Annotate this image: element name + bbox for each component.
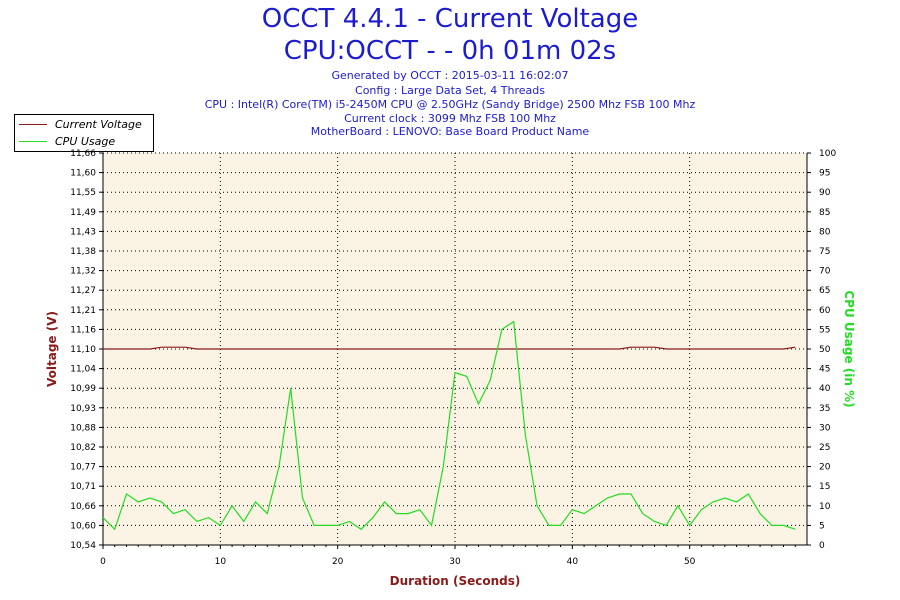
right-tick-label: 30	[819, 423, 831, 433]
left-tick-label: 11,10	[70, 345, 96, 355]
right-tick-label: 50	[819, 345, 831, 355]
chart-title: OCCT 4.4.1 - Current Voltage	[261, 4, 639, 34]
left-tick-label: 11,43	[70, 227, 96, 237]
info-generated: Generated by OCCT : 2015-03-11 16:02:07	[331, 69, 569, 82]
series-line-cpu	[102, 320, 796, 531]
left-tick-label: 10,82	[70, 443, 96, 453]
left-tick-label: 10,77	[70, 463, 96, 473]
left-tick-label: 10,88	[70, 423, 96, 433]
legend-swatch-cpu	[19, 140, 47, 142]
y-axis-label-right: CPU Usage (in %)	[842, 290, 856, 407]
right-tick-label: 35	[819, 404, 830, 414]
left-tick-label: 10,71	[70, 482, 96, 492]
right-axis: 0 5 10 15 20 25 30 35 40 45 50 55 60 65 70 75 80 85 90 95 10…	[806, 149, 836, 551]
x-tick-label: 20	[332, 557, 344, 567]
legend: Current Voltage CPU Usage	[14, 114, 154, 152]
info-motherboard: MotherBoard : LENOVO: Base Board Product…	[310, 125, 590, 138]
legend-label-cpu: CPU Usage	[55, 134, 116, 148]
x-tick-label: 50	[684, 557, 696, 567]
left-tick-label: 11,32	[70, 267, 96, 277]
right-tick-label: 45	[819, 365, 830, 375]
x-tick-label: 30	[449, 557, 461, 567]
left-tick-label: 11,21	[70, 306, 96, 316]
chart-subtitle: CPU:OCCT - - 0h 01m 02s	[283, 36, 617, 66]
right-tick-label: 10	[819, 502, 831, 512]
left-tick-label: 10,99	[70, 384, 96, 394]
right-tick-label: 100	[819, 149, 836, 159]
x-tick-label: 40	[567, 557, 579, 567]
legend-item-cpu: CPU Usage	[19, 133, 115, 149]
x-axis-label: Duration (Seconds)	[390, 574, 521, 588]
right-tick-label: 0	[819, 541, 825, 551]
left-tick-label: 11,55	[70, 188, 96, 198]
left-tick-label: 11,04	[70, 365, 96, 375]
left-tick-label: 11,38	[70, 247, 96, 257]
x-tick-label: 0	[100, 557, 106, 567]
left-axis: 10,54 10,60 10,66 10,71 10,77 10,82 10,88 10,93…	[70, 149, 104, 551]
right-tick-label: 20	[819, 463, 831, 473]
left-tick-label: 11,49	[70, 208, 96, 218]
x-tick-label: 10	[215, 557, 227, 567]
right-tick-label: 70	[819, 267, 831, 277]
info-clock: Current clock : 3099 Mhz FSB 100 Mhz	[344, 112, 556, 125]
left-tick-label: 10,93	[70, 404, 96, 414]
right-tick-label: 85	[819, 208, 830, 218]
right-tick-label: 80	[819, 227, 831, 237]
right-tick-label: 75	[819, 247, 830, 257]
right-tick-label: 65	[819, 286, 830, 296]
right-tick-label: 25	[819, 443, 830, 453]
legend-label-voltage: Current Voltage	[55, 117, 142, 131]
left-tick-label: 11,27	[70, 286, 96, 296]
y-axis-label-left: Voltage (V)	[45, 311, 59, 387]
series-line-voltage	[103, 346, 796, 350]
right-tick-label: 5	[819, 521, 825, 531]
series-layer	[102, 320, 796, 531]
left-tick-label: 11,60	[70, 169, 96, 179]
info-cpu: CPU : Intel(R) Core(TM) i5-2450M CPU @ 2…	[204, 98, 696, 111]
right-tick-label: 40	[819, 384, 831, 394]
right-tick-label: 60	[819, 306, 831, 316]
right-tick-label: 55	[819, 325, 830, 335]
left-tick-label: 10,60	[70, 521, 96, 531]
right-tick-label: 95	[819, 169, 830, 179]
right-tick-label: 90	[819, 188, 831, 198]
info-config: Config : Large Data Set, 4 Threads	[355, 84, 545, 97]
legend-swatch-voltage	[19, 123, 47, 125]
left-tick-label: 11,16	[70, 325, 96, 335]
legend-item-voltage: Current Voltage	[19, 116, 142, 132]
x-axis: 0 10 20 30 40 50	[100, 544, 807, 567]
left-tick-label: 10,66	[70, 502, 96, 512]
left-tick-label: 10,54	[70, 541, 96, 551]
right-tick-label: 15	[819, 482, 830, 492]
left-tick-label: 11,66	[70, 149, 96, 159]
